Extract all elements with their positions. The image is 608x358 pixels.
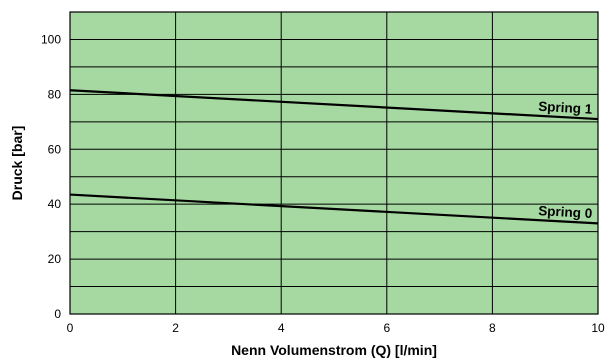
y-tick-label: 0 — [54, 307, 61, 321]
y-tick-label: 20 — [48, 252, 62, 266]
series-line-spring-0 — [69, 193, 599, 225]
x-tick-label: 0 — [67, 321, 74, 335]
y-tick-label: 60 — [48, 142, 62, 156]
x-tick-label: 6 — [383, 321, 390, 335]
y-tick-label: 40 — [48, 197, 62, 211]
series-label: Spring 0 — [538, 203, 593, 221]
y-tick-label: 80 — [48, 87, 62, 101]
plot-border — [69, 11, 599, 315]
x-axis-title: Nenn Volumenstrom (Q) [l/min] — [231, 342, 437, 358]
y-tick-labels: 0 20 40 60 80 100 — [41, 32, 61, 321]
x-tick-label: 2 — [172, 321, 179, 335]
x-tick-label: 4 — [278, 321, 285, 335]
y-axis-title: Druck [bar] — [9, 126, 25, 201]
series-group — [69, 89, 599, 225]
x-tick-label: 8 — [489, 321, 496, 335]
y-tick-label: 100 — [41, 32, 61, 46]
series-line-spring-1 — [69, 89, 599, 121]
series-label: Spring 1 — [538, 99, 593, 117]
plot-background — [70, 12, 598, 314]
grid — [70, 12, 598, 314]
series-labels: Spring 1 Spring 0 — [538, 99, 593, 221]
x-tick-label: 10 — [591, 321, 605, 335]
x-tick-labels: 0 2 4 6 8 10 — [67, 321, 605, 335]
